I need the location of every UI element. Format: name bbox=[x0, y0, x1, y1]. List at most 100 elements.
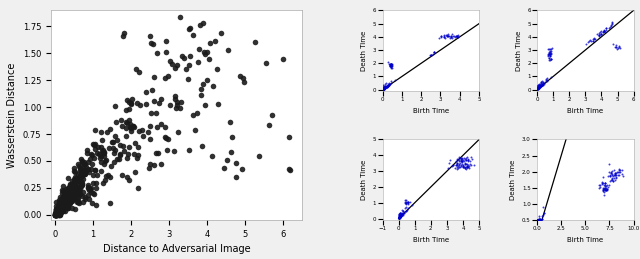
Point bbox=[596, 181, 607, 185]
Point bbox=[458, 158, 468, 162]
Point bbox=[538, 81, 548, 85]
Point bbox=[65, 200, 75, 205]
Point bbox=[52, 207, 63, 212]
Point bbox=[386, 64, 396, 68]
Point bbox=[543, 56, 554, 60]
Point bbox=[532, 218, 542, 222]
Point bbox=[535, 85, 545, 89]
Point bbox=[600, 188, 611, 192]
Point bbox=[600, 28, 611, 32]
Point bbox=[603, 185, 613, 189]
Point bbox=[395, 214, 405, 218]
Point bbox=[451, 163, 461, 167]
Point bbox=[63, 188, 73, 192]
Point bbox=[54, 207, 64, 212]
Point bbox=[443, 166, 453, 170]
Point bbox=[384, 81, 394, 85]
Point bbox=[61, 186, 72, 191]
Point bbox=[594, 33, 604, 37]
Point bbox=[532, 218, 542, 222]
Point bbox=[78, 168, 88, 172]
Point bbox=[111, 120, 122, 124]
Point bbox=[179, 56, 189, 60]
Point bbox=[63, 206, 73, 210]
Point bbox=[598, 186, 609, 190]
Point bbox=[385, 61, 396, 66]
Point bbox=[88, 142, 98, 147]
Point bbox=[442, 34, 452, 38]
Point bbox=[597, 30, 607, 34]
Point bbox=[58, 199, 68, 204]
Point bbox=[194, 47, 204, 52]
Point bbox=[456, 158, 466, 162]
Point bbox=[67, 197, 77, 202]
Point bbox=[156, 97, 166, 101]
Point bbox=[54, 212, 65, 216]
Point bbox=[200, 52, 210, 56]
Point bbox=[85, 187, 95, 191]
Point bbox=[172, 99, 182, 104]
Point bbox=[61, 199, 71, 204]
Point bbox=[378, 87, 388, 91]
Point bbox=[173, 130, 183, 134]
Point bbox=[132, 156, 142, 160]
Point bbox=[547, 46, 557, 50]
Point bbox=[394, 215, 404, 219]
Point bbox=[532, 218, 543, 222]
Point bbox=[110, 134, 120, 138]
Point bbox=[383, 83, 394, 87]
Point bbox=[77, 165, 88, 169]
Point bbox=[381, 84, 392, 89]
Point bbox=[395, 213, 405, 217]
Point bbox=[379, 87, 389, 91]
Point bbox=[202, 77, 212, 82]
Point bbox=[446, 34, 456, 38]
Point bbox=[53, 210, 63, 214]
Point bbox=[132, 100, 142, 105]
Point bbox=[536, 81, 547, 85]
Point bbox=[533, 86, 543, 90]
Point bbox=[397, 208, 407, 212]
Point bbox=[532, 86, 543, 90]
Point bbox=[385, 63, 396, 67]
Point bbox=[78, 190, 88, 195]
Point bbox=[614, 170, 624, 174]
Point bbox=[381, 85, 391, 89]
Point bbox=[56, 202, 67, 206]
Point bbox=[598, 29, 609, 33]
Point bbox=[447, 164, 457, 168]
Point bbox=[53, 212, 63, 216]
Point bbox=[68, 180, 79, 184]
Point bbox=[160, 135, 170, 139]
Point bbox=[65, 189, 76, 193]
Point bbox=[54, 205, 65, 210]
Point bbox=[532, 87, 543, 91]
Point bbox=[460, 166, 470, 170]
Point bbox=[380, 85, 390, 89]
Point bbox=[70, 186, 81, 191]
Point bbox=[200, 103, 211, 107]
Point bbox=[611, 173, 621, 177]
Point bbox=[535, 83, 545, 87]
Point bbox=[461, 162, 472, 166]
Point bbox=[426, 53, 436, 57]
Point bbox=[74, 189, 84, 193]
Point bbox=[610, 172, 620, 177]
Point bbox=[464, 164, 474, 168]
Point bbox=[284, 167, 294, 171]
Point bbox=[461, 164, 472, 169]
Point bbox=[69, 189, 79, 193]
Point bbox=[395, 214, 405, 219]
Point bbox=[184, 63, 194, 67]
Point bbox=[124, 118, 134, 123]
Point bbox=[90, 168, 100, 172]
Point bbox=[614, 172, 624, 177]
Point bbox=[67, 193, 77, 197]
Point bbox=[59, 202, 69, 206]
Point bbox=[51, 212, 61, 216]
Point bbox=[57, 206, 67, 210]
Point bbox=[384, 83, 394, 87]
Point bbox=[544, 56, 554, 60]
Point bbox=[197, 144, 207, 148]
Point bbox=[116, 173, 127, 177]
